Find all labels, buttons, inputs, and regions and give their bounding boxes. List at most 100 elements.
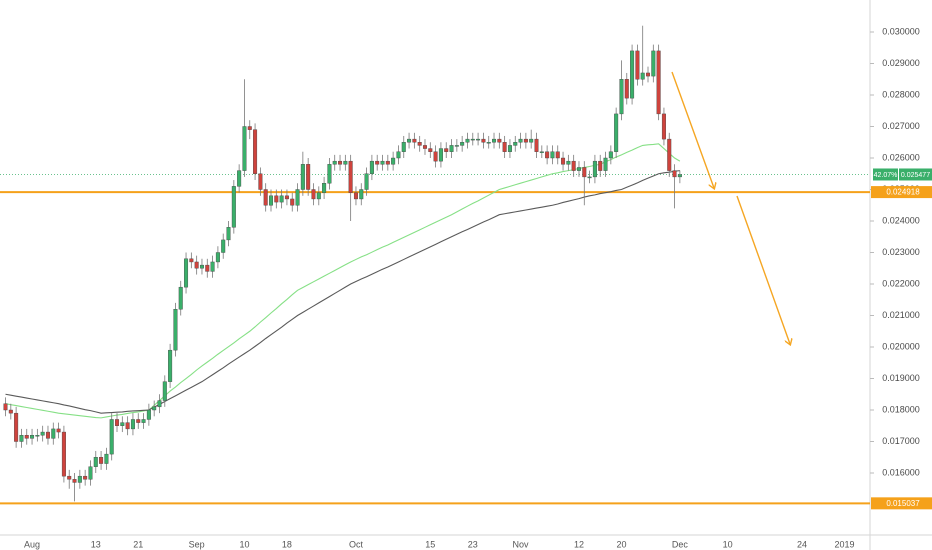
candle-body	[646, 72, 651, 77]
candle-body	[125, 422, 130, 430]
candle-body	[407, 138, 412, 143]
candle-body	[19, 435, 24, 442]
candle-body	[269, 195, 274, 206]
candle-body	[630, 50, 635, 99]
candle-body	[566, 160, 571, 165]
candle-body	[428, 148, 433, 152]
candle-body	[231, 186, 236, 228]
ma-line	[5, 143, 681, 419]
candle-body	[99, 457, 104, 464]
candle-body	[412, 138, 417, 143]
candle-body	[502, 142, 507, 152]
candle-body	[3, 403, 8, 411]
candle-body	[486, 142, 491, 144]
price-label: 0.025477	[901, 172, 930, 179]
candle-body	[295, 189, 300, 206]
candle-body	[640, 72, 645, 80]
candle-body	[253, 129, 258, 174]
candle-body	[130, 419, 135, 430]
candle-body	[316, 192, 321, 200]
x-tick-label: 24	[797, 539, 807, 549]
candle-body	[109, 419, 114, 455]
candle-body	[449, 145, 454, 152]
candle-body	[168, 349, 173, 382]
candle-body	[571, 160, 576, 171]
candle-body	[476, 138, 481, 141]
candle-body	[497, 138, 502, 143]
candle-body	[608, 151, 613, 159]
candle-body	[433, 151, 438, 162]
candle-body	[157, 400, 162, 408]
x-tick-label: 15	[425, 539, 435, 549]
candle-body	[93, 457, 98, 467]
level-tag	[871, 186, 932, 199]
y-tick-label: 0.016000	[882, 467, 920, 477]
y-tick-label: 0.027000	[882, 121, 920, 131]
candle-body	[51, 428, 56, 439]
x-tick-label: Dec	[672, 539, 689, 549]
candle-body	[120, 422, 125, 426]
candle-body	[290, 198, 295, 206]
candle-body	[72, 479, 77, 483]
candle-body	[162, 381, 167, 401]
x-tick-label: 21	[133, 539, 143, 549]
candle-body	[391, 157, 396, 165]
candle-body	[178, 286, 183, 310]
candle-body	[598, 160, 603, 171]
ma-line	[5, 170, 680, 414]
candle-body	[8, 409, 13, 414]
annotation-arrow	[736, 195, 790, 344]
y-tick-label: 0.028000	[882, 89, 920, 99]
candle-body	[672, 170, 677, 178]
candle-body	[104, 453, 109, 464]
candle-body	[88, 466, 93, 480]
candle-body	[534, 138, 539, 152]
candle-body	[221, 239, 226, 253]
candle-body	[322, 183, 327, 193]
level-label: 0.015037	[886, 499, 920, 508]
candle-body	[30, 435, 35, 439]
x-tick-label: Aug	[24, 539, 40, 549]
candle-body	[343, 160, 348, 165]
x-tick-label: Oct	[349, 539, 364, 549]
x-tick-label: 13	[91, 539, 101, 549]
candle-body	[338, 160, 343, 165]
candle-body	[184, 258, 189, 288]
candle-body	[152, 406, 157, 411]
y-tick-label: 0.023000	[882, 247, 920, 257]
candle-body	[242, 126, 247, 171]
candle-body	[438, 148, 443, 162]
candle-body	[523, 138, 528, 143]
candle-body	[529, 138, 534, 143]
candle-body	[417, 142, 422, 146]
candle-body	[141, 419, 146, 423]
y-tick-label: 0.030000	[882, 26, 920, 36]
y-tick-label: 0.029000	[882, 58, 920, 68]
candle-body	[348, 160, 353, 193]
x-tick-label: 10	[723, 539, 733, 549]
candle-body	[300, 164, 305, 190]
candle-body	[651, 50, 656, 77]
candle-body	[619, 79, 624, 115]
candle-body	[555, 151, 560, 159]
candle-body	[40, 431, 45, 436]
candle-body	[454, 145, 459, 147]
candle-body	[205, 264, 210, 272]
candle-body	[667, 138, 672, 171]
candle-body	[460, 142, 465, 146]
candle-body	[146, 409, 151, 420]
candle-body	[375, 160, 380, 165]
candle-body	[576, 167, 581, 171]
candle-body	[284, 195, 289, 200]
candle-body	[677, 174, 682, 178]
candle-body	[401, 142, 406, 152]
y-tick-label: 0.024000	[882, 215, 920, 225]
price-tag	[899, 168, 932, 181]
change-label: 42.07%	[874, 172, 898, 179]
y-tick-label: 0.017000	[882, 436, 920, 446]
candle-body	[470, 138, 475, 141]
candle-body	[77, 475, 82, 483]
x-tick-label: 10	[239, 539, 249, 549]
candle-body	[14, 412, 19, 442]
